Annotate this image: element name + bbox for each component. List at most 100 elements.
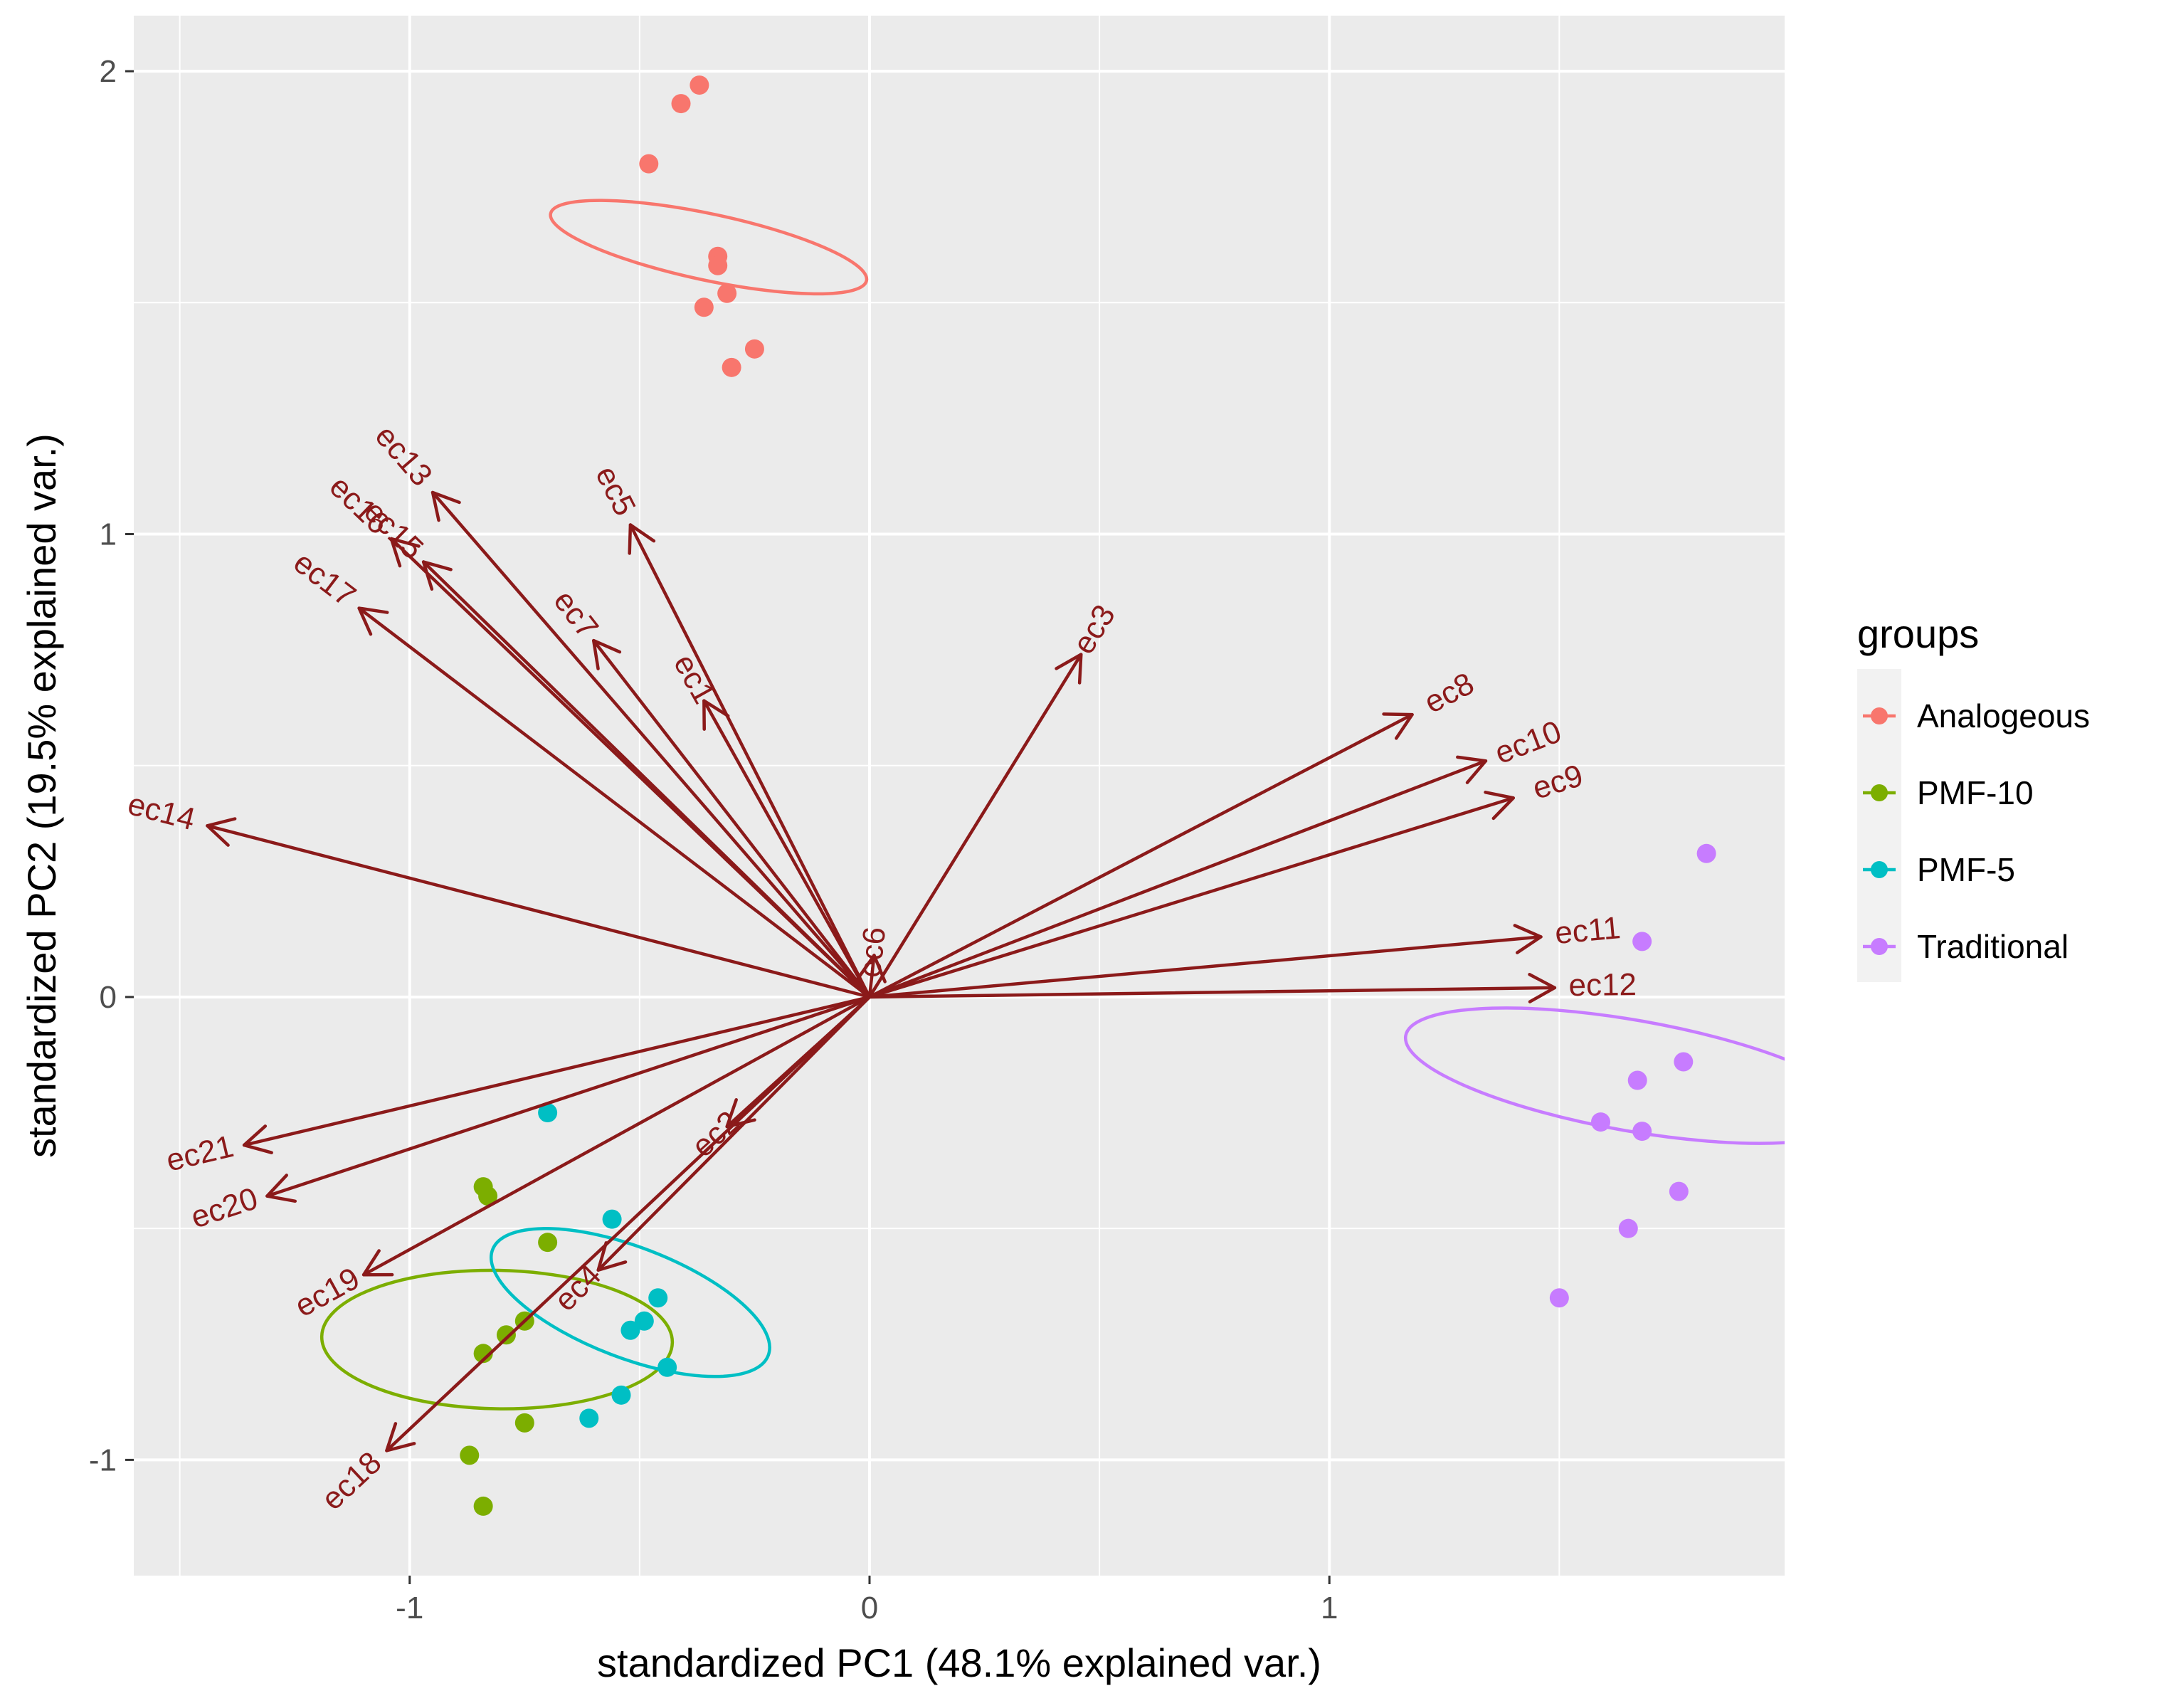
legend-title: groups [1857,611,1979,656]
arrowhead-ec19 [361,1249,394,1277]
legend: groups Analogeous PMF-10 PMF-5 Traditional [1857,611,2090,982]
arrow-ec10 [867,759,1488,999]
arrow-ec16 [389,537,872,999]
arrowhead-ec1 [702,699,730,731]
arrowhead-ec9 [1484,791,1515,821]
point-analogeous [639,154,659,174]
point-analogeous [694,297,714,317]
point-analogeous [744,339,764,359]
x-tick-label: 1 [1321,1591,1338,1625]
point-traditional [1674,1052,1694,1072]
arrow-ec20 [265,995,872,1198]
group-ellipses [319,199,1785,1411]
arrowhead-ec21 [242,1124,273,1154]
arrowhead-ec12 [1528,972,1557,1003]
arrow-ec19 [361,995,872,1277]
legend-label: PMF-5 [1917,851,2015,888]
point-traditional [1632,932,1652,951]
arrowhead-ec6 [856,954,887,984]
point-traditional [1632,1122,1652,1142]
legend-key-point [1871,784,1888,801]
x-axis-title: standardized PC1 (48.1% explained var.) [597,1640,1321,1685]
point-pmf-10 [478,1186,498,1206]
point-pmf-10 [496,1325,516,1345]
ellipse-pmf-10 [319,1268,675,1411]
arrow-ec9 [867,796,1515,999]
point-traditional [1549,1288,1569,1308]
point-pmf-5 [657,1357,677,1377]
arrow-ec6 [867,954,876,999]
arrow-ec7 [591,638,872,999]
point-traditional [1627,1070,1647,1090]
major-gridlines [134,16,1785,1576]
ellipse-analogeous [549,199,869,296]
arrowhead-ec15 [421,560,453,591]
point-traditional [1669,1181,1689,1201]
point-pmf-5 [648,1288,668,1308]
point-pmf-10 [514,1413,534,1433]
legend-key-point [1871,861,1888,878]
arrowhead-ec14 [206,817,237,847]
arrowhead-ec18 [385,1422,416,1453]
arrowhead-ec3 [1055,653,1083,685]
axis-ticks: -1 0 1 -1 0 1 2 [89,54,1338,1625]
point-pmf-5 [602,1209,622,1229]
point-pmf-10 [473,1344,493,1364]
arrowhead-ec17 [357,606,389,636]
arrowhead-ec16 [389,537,421,568]
label-ec6: ec6 [852,925,892,979]
label-ec11: ec11 [1553,910,1622,951]
arrowhead-ec5 [628,523,656,555]
point-pmf-10 [538,1233,558,1253]
x-tick-label: 0 [861,1591,878,1625]
point-analogeous [690,75,709,95]
loading-arrows [206,490,1557,1453]
arrow-ec13 [430,490,872,999]
point-analogeous [671,94,691,114]
y-tick-label: -1 [89,1443,117,1477]
point-analogeous [717,283,737,303]
arrowhead-ec4 [596,1241,628,1272]
arrow-ec21 [242,995,872,1147]
point-pmf-10 [473,1496,493,1516]
point-pmf-5 [634,1311,654,1331]
arrow-ec4 [596,995,872,1272]
legend-label: PMF-10 [1917,774,2034,811]
ellipse-traditional [1403,1006,1785,1145]
arrow-ec1 [702,699,872,999]
arrowhead-ec7 [591,638,622,670]
point-analogeous [722,357,741,377]
arrowhead-ec13 [430,490,461,522]
arrow-ec17 [357,606,872,999]
legend-key-point [1871,707,1888,724]
point-pmf-5 [538,1103,558,1123]
point-traditional [1591,1112,1611,1132]
point-pmf-5 [620,1320,640,1340]
arrowhead-ec8 [1382,712,1414,740]
y-tick-label: 1 [100,517,117,552]
y-axis-title: standardized PC2 (19.5% explained var.) [19,433,64,1158]
legend-label: Traditional [1917,928,2069,965]
ellipse-pmf-5 [490,1227,771,1378]
arrow-ec5 [628,523,872,999]
point-traditional [1618,1218,1638,1238]
point-analogeous [708,255,728,275]
legend-label: Analogeous [1917,697,2090,734]
legend-key-point [1871,938,1888,955]
point-pmf-5 [579,1408,599,1428]
arrow-ec8 [867,712,1414,999]
arrow-ec11 [867,935,1543,999]
minor-gridlines [134,16,1785,1576]
arrow-ec3 [867,653,1083,999]
point-pmf-10 [460,1445,480,1465]
point-pmf-5 [611,1385,631,1405]
arrowhead-ec10 [1456,755,1488,784]
arrowhead-ec11 [1513,924,1543,954]
arrow-ec14 [206,824,872,999]
y-tick-label: 2 [100,54,117,89]
y-tick-label: 0 [100,980,117,1015]
arrow-ec12 [867,986,1557,999]
x-tick-label: -1 [396,1591,423,1625]
arrowhead-ec20 [265,1174,297,1203]
